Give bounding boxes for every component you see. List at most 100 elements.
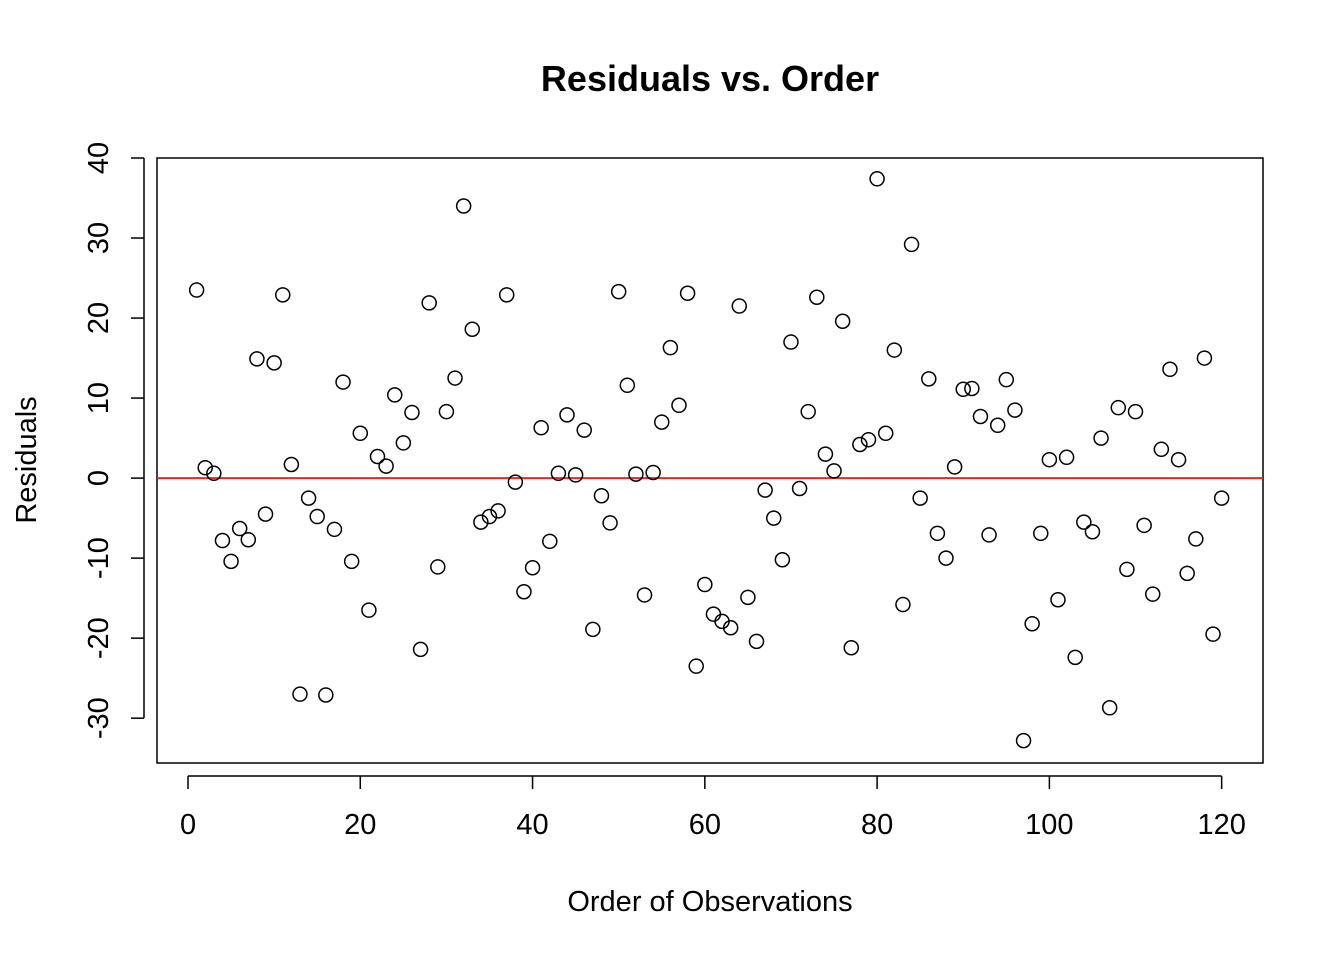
data-point (283, 456, 300, 473)
x-tick-label: 80 (861, 809, 893, 841)
data-point (1110, 399, 1127, 416)
data-point (748, 633, 765, 650)
data-point (197, 459, 213, 476)
data-point (507, 474, 524, 490)
data-point (895, 596, 911, 613)
data-point (843, 640, 860, 656)
data-point (688, 658, 704, 674)
data-point (292, 686, 308, 702)
data-point (809, 289, 825, 305)
data-point (1162, 361, 1178, 378)
data-point (1144, 586, 1161, 602)
data-point (757, 482, 773, 498)
x-tick-label: 60 (689, 809, 721, 841)
data-point (395, 435, 412, 451)
data-point (679, 285, 696, 301)
data-point (912, 490, 928, 506)
data-point (972, 408, 989, 425)
data-point (1041, 451, 1058, 468)
data-point (1127, 403, 1144, 420)
data-point (998, 371, 1015, 388)
data-point (1179, 565, 1195, 582)
data-point (524, 559, 541, 576)
data-point (412, 641, 429, 658)
data-point (903, 236, 920, 253)
y-tick-label: 20 (83, 302, 115, 334)
y-tick-label: 40 (83, 142, 115, 174)
data-point (542, 533, 558, 550)
data-point (214, 532, 231, 549)
x-tick-label: 100 (1025, 809, 1073, 841)
y-tick-label: 10 (83, 382, 115, 414)
y-axis-label: Residuals (11, 396, 43, 523)
data-point (231, 520, 248, 537)
data-point (447, 370, 463, 386)
data-point (1058, 449, 1075, 466)
data-point (860, 431, 877, 448)
data-point (783, 334, 799, 350)
y-tick-label: -10 (83, 537, 115, 579)
data-point (223, 553, 239, 570)
data-point (1101, 700, 1118, 716)
y-tick-label: 0 (83, 470, 115, 486)
data-point (1033, 525, 1049, 542)
data-point (266, 355, 282, 371)
data-point (886, 342, 903, 358)
x-axis-label: Order of Observations (567, 886, 852, 918)
data-point (981, 527, 997, 543)
data-point (1153, 441, 1170, 458)
data-point (1076, 514, 1092, 530)
data-point (877, 425, 894, 442)
data-point (335, 374, 351, 390)
data-point (731, 298, 748, 314)
data-point (585, 621, 601, 638)
data-point (1050, 591, 1066, 608)
data-point (817, 446, 834, 462)
data-point (593, 487, 610, 504)
data-point (1093, 430, 1109, 446)
data-point (955, 381, 971, 398)
data-point (1015, 732, 1032, 749)
data-point (386, 387, 403, 403)
data-point (326, 521, 343, 538)
data-point (343, 553, 360, 570)
data-point (645, 464, 661, 481)
data-point (1067, 649, 1083, 666)
data-point (800, 403, 816, 420)
data-point (619, 377, 636, 394)
data-point (852, 436, 868, 453)
data-point (352, 425, 369, 442)
data-point (740, 589, 756, 606)
data-point (1205, 626, 1221, 642)
y-tick-label: -30 (83, 697, 115, 739)
data-point (490, 503, 506, 519)
data-point (834, 313, 851, 330)
data-point (705, 606, 722, 622)
x-tick-label: 20 (344, 809, 376, 841)
chart-title: Residuals vs. Order (541, 58, 879, 99)
data-point (421, 295, 437, 311)
data-point (722, 620, 739, 636)
data-point (1213, 490, 1230, 506)
data-point (455, 198, 472, 214)
data-point (309, 508, 325, 525)
data-point (1024, 616, 1040, 632)
data-point (378, 458, 394, 474)
data-points (188, 171, 1230, 749)
y-axis: -30 -20 -10 0 10 20 30 40 (83, 142, 145, 739)
data-point (257, 506, 274, 522)
data-point (369, 448, 386, 465)
data-point (697, 576, 713, 593)
data-point (481, 508, 498, 525)
data-point (498, 287, 515, 303)
data-point (654, 414, 670, 430)
data-point (1188, 531, 1204, 547)
data-point (567, 467, 584, 483)
data-point (869, 171, 885, 187)
data-point (929, 525, 946, 542)
data-point (662, 339, 679, 356)
data-point (1084, 523, 1101, 540)
data-point (671, 397, 687, 414)
data-point (1136, 517, 1152, 534)
